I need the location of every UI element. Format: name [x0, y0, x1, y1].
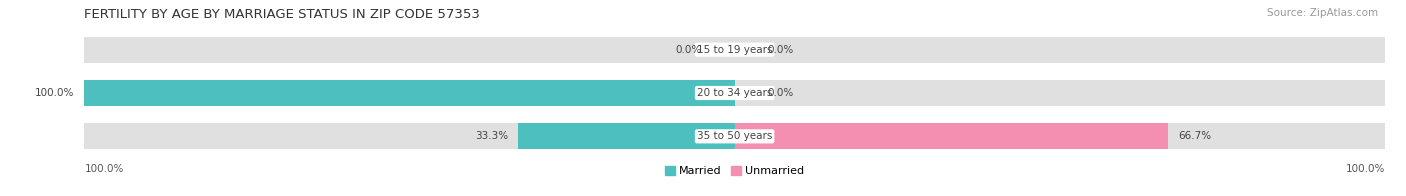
Bar — [734, 37, 1385, 63]
Bar — [84, 123, 734, 149]
Text: 100.0%: 100.0% — [84, 164, 124, 174]
Bar — [517, 123, 734, 149]
Text: 100.0%: 100.0% — [1346, 164, 1385, 174]
Text: 15 to 19 years: 15 to 19 years — [697, 45, 772, 55]
Bar — [734, 123, 1385, 149]
Bar — [84, 37, 734, 63]
Legend: Married, Unmarried: Married, Unmarried — [661, 162, 808, 181]
Text: 0.0%: 0.0% — [768, 88, 793, 98]
Bar — [734, 123, 1168, 149]
Text: 100.0%: 100.0% — [35, 88, 75, 98]
Text: 0.0%: 0.0% — [768, 45, 793, 55]
Text: FERTILITY BY AGE BY MARRIAGE STATUS IN ZIP CODE 57353: FERTILITY BY AGE BY MARRIAGE STATUS IN Z… — [84, 8, 481, 21]
Text: 35 to 50 years: 35 to 50 years — [697, 131, 772, 141]
Text: Source: ZipAtlas.com: Source: ZipAtlas.com — [1267, 8, 1378, 18]
Text: 0.0%: 0.0% — [676, 45, 702, 55]
Text: 20 to 34 years: 20 to 34 years — [697, 88, 772, 98]
Bar — [84, 80, 734, 106]
Bar — [84, 80, 734, 106]
Bar — [734, 80, 1385, 106]
Text: 66.7%: 66.7% — [1178, 131, 1211, 141]
Text: 33.3%: 33.3% — [475, 131, 509, 141]
